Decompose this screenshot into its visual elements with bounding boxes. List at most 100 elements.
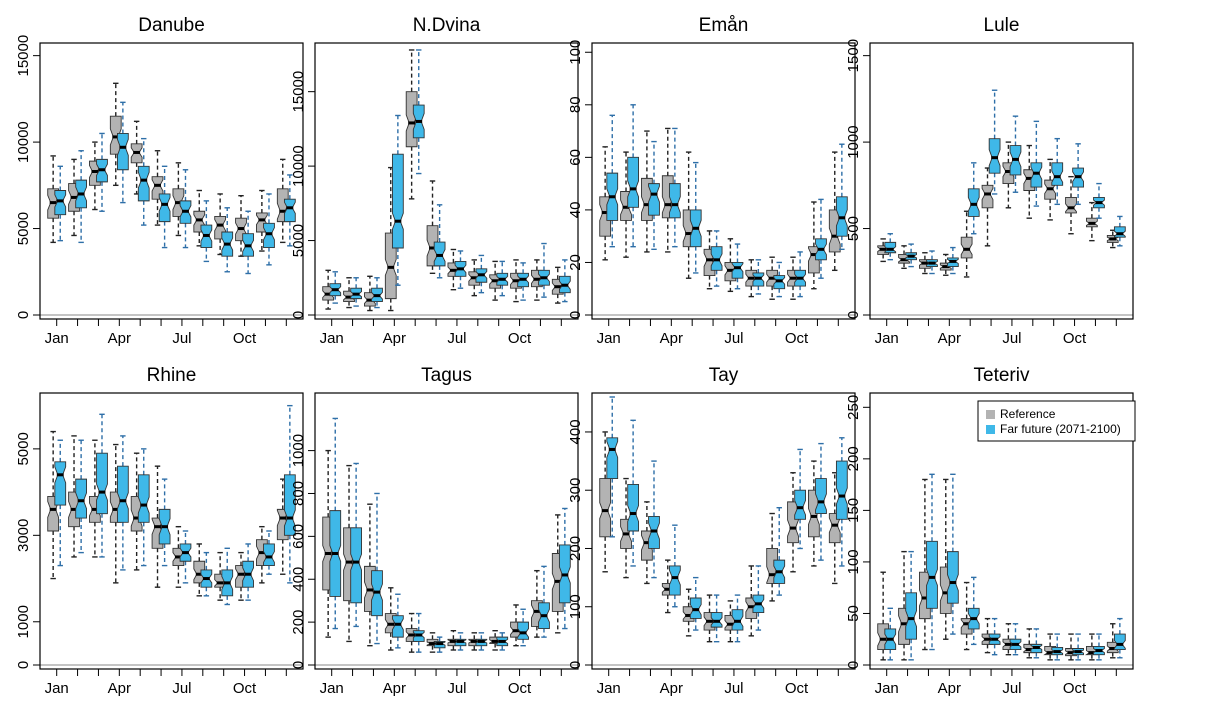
box-body (606, 437, 619, 480)
future-box (815, 198, 827, 279)
y-tick-label: 40 (567, 202, 584, 219)
y-tick-label: 600 (290, 524, 307, 549)
future-box (350, 462, 362, 628)
y-tick-label: 400 (290, 567, 307, 592)
future-box (412, 612, 425, 653)
box-body (54, 461, 67, 506)
x-tick-label: Jan (320, 680, 344, 697)
reference-box (828, 151, 841, 272)
x-tick-label: Jan (320, 330, 344, 347)
box-body (1113, 226, 1126, 238)
y-tick-label: 250 (845, 395, 862, 420)
box-body (815, 478, 827, 514)
future-box (1009, 623, 1022, 656)
box-body (599, 478, 612, 538)
future-box (884, 233, 897, 261)
panel-tagus: Tagus 0 200 400 600 800 1000 Jan Apr Jul Oct (290, 365, 579, 697)
plot-frame (314, 392, 579, 670)
future-box (433, 204, 446, 279)
y-tick-label: 60 (567, 149, 584, 166)
box-body (731, 262, 744, 279)
future-box (242, 210, 254, 275)
x-tick-label: Apr (660, 680, 683, 697)
y-tick-label: 5000 (15, 212, 32, 245)
y-tick-label: 0 (290, 661, 307, 669)
future-box (1030, 120, 1043, 207)
legend-label-future: Far future (2071-2100) (1000, 422, 1121, 436)
future-box (835, 437, 848, 567)
y-tick-label: 200 (845, 446, 862, 471)
y-tick-label: 0 (567, 311, 584, 319)
box-body (988, 138, 1001, 174)
x-tick-label: Oct (785, 330, 809, 347)
reference-box (1106, 623, 1119, 659)
future-box (350, 277, 362, 307)
y-tick-label: 0 (290, 311, 307, 319)
future-box (391, 593, 404, 649)
x-tick-label: Apr (938, 330, 961, 347)
y-tick-label: 5000 (290, 224, 307, 257)
box-body (116, 133, 129, 171)
future-box (627, 419, 639, 567)
future-box (263, 530, 275, 575)
box-body (350, 527, 362, 604)
future-box (689, 161, 702, 274)
future-box (884, 607, 897, 661)
x-tick-label: Oct (508, 330, 532, 347)
y-tick-label: 200 (567, 536, 584, 561)
legend-swatch-future (986, 425, 995, 434)
future-box (1072, 633, 1084, 661)
reference-box (130, 120, 143, 195)
box-body (627, 483, 639, 532)
x-tick-label: Oct (508, 680, 532, 697)
y-tick-label: 150 (845, 498, 862, 523)
y-tick-label: 80 (567, 96, 584, 113)
future-box (538, 565, 550, 638)
future-box (1030, 628, 1043, 659)
box-body (75, 478, 87, 519)
future-box (1051, 137, 1064, 206)
future-box (1009, 115, 1022, 193)
panel-title: Rhine (147, 365, 197, 386)
future-box (371, 277, 383, 309)
future-box (558, 507, 571, 630)
x-tick-label: Apr (108, 680, 131, 697)
future-box (221, 547, 234, 606)
future-box (158, 478, 171, 567)
panel-title: Lule (984, 15, 1020, 36)
future-box (329, 417, 342, 630)
future-box (1113, 215, 1126, 247)
reference-box (599, 431, 612, 573)
future-box (179, 169, 192, 249)
future-box (200, 551, 213, 597)
future-box (263, 193, 275, 266)
future-box (794, 251, 806, 298)
legend-box (977, 400, 1136, 442)
future-box (75, 150, 87, 244)
y-tick-label: 20 (567, 254, 584, 271)
x-tick-label: Apr (383, 680, 406, 697)
future-box (116, 101, 129, 204)
box-body (981, 184, 994, 209)
panel-teteriv: Teteriv 0 50 100 150 200 250 Jan Apr Jul Oct Refere… (845, 365, 1136, 697)
box-body (960, 236, 973, 259)
future-box (946, 246, 959, 275)
box-body (137, 474, 150, 523)
box-body (926, 540, 938, 609)
plot-frame (869, 392, 1134, 670)
box-body (283, 474, 296, 536)
y-tick-label: 800 (290, 481, 307, 506)
future-box (905, 550, 917, 661)
box-body (137, 165, 150, 202)
panel-title: Emån (699, 15, 749, 36)
box-body (794, 489, 806, 520)
y-tick-label: 10000 (15, 121, 32, 163)
box-body (946, 551, 959, 604)
box-body (884, 241, 897, 254)
future-box (926, 473, 938, 651)
x-tick-label: Oct (233, 330, 257, 347)
panel-tay: Tay 0 100 200 300 400 Jan Apr Jul Oct (567, 365, 856, 697)
reference-box (981, 167, 994, 247)
box-body (1113, 633, 1126, 650)
